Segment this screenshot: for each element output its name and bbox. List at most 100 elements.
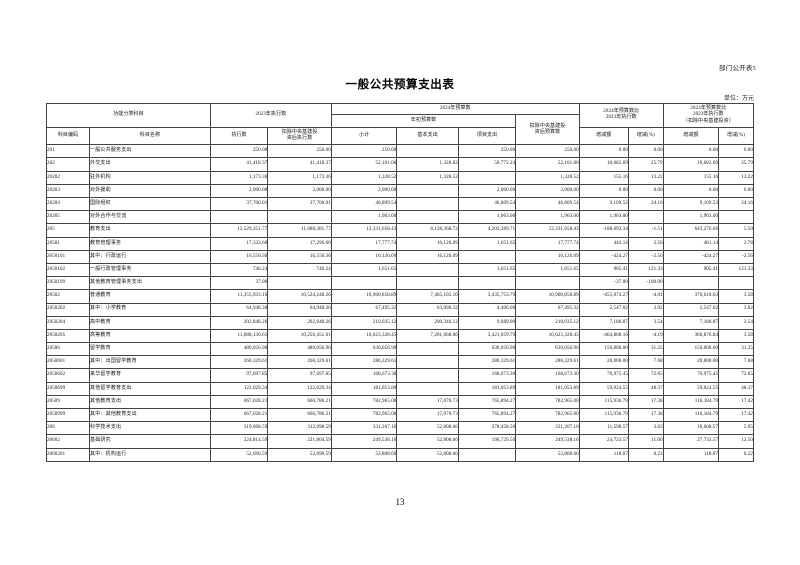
cell-project: 4,406.00 — [457, 302, 517, 317]
table-row: 20205 对外合作与交流 1,963.00 1,963.00 1,963.00 1,96… — [45, 210, 754, 225]
cell-budget-excl: 210,035.12 — [515, 315, 580, 330]
cell-exec-2023: 17,333.60 — [209, 236, 269, 251]
cell-delta-amount: 444.14 — [578, 236, 629, 251]
header-col-subtotal: 小计 — [330, 126, 398, 146]
cell-subtotal: 52,808.66 — [330, 447, 398, 462]
cell-subject-code: 20506 — [45, 342, 91, 357]
cell-delta-amount-excl: 70,975.45 — [662, 368, 720, 383]
cell-subject-name: 普通教育 — [89, 289, 211, 304]
cell-exec-2023: 122,029.34 — [209, 381, 269, 396]
cell-delta-pct: 11.00 — [627, 434, 664, 449]
cell-basic — [396, 276, 459, 291]
cell-subject-name: 留学教育 — [89, 342, 211, 357]
cell-delta-pct-excl: 13.22 — [718, 170, 754, 185]
cell-budget-excl: 2,000.00 — [515, 183, 580, 199]
cell-exec-2023: 250.00 — [209, 144, 269, 159]
cell-delta-pct-excl: 2.78 — [718, 236, 754, 251]
cell-subject-code: 20501 — [45, 236, 91, 251]
cell-exec-2023-excl: 666,780.21 — [267, 407, 332, 423]
table-row: 20602 基础研究 224,814.59 221,804.59 249,538.16 5… — [45, 434, 754, 449]
cell-delta-amount-excl: 905.41 — [662, 262, 720, 278]
table-body: 201 一般公共服务支出 250.00 250.00 250.00 250.00 250.0… — [45, 144, 754, 462]
cell-delta-amount-excl: 10,682.69 — [662, 157, 720, 172]
cell-exec-2023: 746.24 — [209, 262, 269, 278]
cell-subject-name: 一般公共服务支出 — [89, 144, 211, 159]
cell-subtotal: 168,673.30 — [330, 368, 398, 383]
cell-subtotal: 16,126.09 — [330, 249, 398, 264]
cell-project: 250.00 — [457, 144, 517, 159]
cell-delta-amount: 11,598.57 — [578, 421, 629, 436]
cell-exec-2023: 37,700.01 — [209, 196, 269, 212]
cell-exec-2023-excl: 666,780.21 — [267, 394, 332, 410]
cell-delta-amount: -37.00 — [578, 276, 629, 291]
cell-basic: 7,465,105.10 — [396, 289, 459, 304]
cell-basic: 16,126.09 — [396, 236, 459, 251]
cell-subtotal: 67,495.32 — [330, 302, 398, 317]
cell-delta-amount-excl: 643,276.66 — [662, 223, 720, 238]
cell-exec-2023: 97,697.85 — [209, 368, 269, 383]
cell-project: 630,056.90 — [457, 342, 517, 357]
table-row: 2050999 其中：其他教育支出 667,028.21 666,780.21 782,… — [45, 407, 754, 423]
cell-budget-excl: 782,965.00 — [515, 394, 580, 410]
header-col-project: 项目支出 — [457, 126, 517, 146]
cell-delta-amount: 70,975.45 — [578, 368, 629, 383]
cell-delta-pct-excl: 5.95 — [718, 421, 754, 436]
cell-delta-pct-excl: 31.25 — [718, 342, 754, 357]
cell-subtotal: 1,651.65 — [330, 262, 398, 278]
cell-delta-amount: 9,109.53 — [578, 196, 629, 212]
cell-exec-2023-excl: 260,329.61 — [267, 355, 332, 370]
cell-delta-amount: 115,936.79 — [578, 394, 629, 410]
cell-delta-pct-excl: 24.16 — [718, 196, 754, 212]
cell-project: 50,772.24 — [457, 157, 517, 172]
cell-budget-excl: 10,623,328.45 — [515, 328, 580, 344]
cell-exec-2023-excl: 312,698.59 — [267, 421, 332, 436]
cell-delta-amount: -424.27 — [578, 249, 629, 264]
cell-exec-2023-excl: 17,296.60 — [267, 236, 332, 251]
cell-subject-code: 2050204 — [45, 315, 91, 330]
cell-subject-code: 205 — [45, 223, 91, 238]
cell-budget-excl: 17,777.74 — [515, 236, 580, 251]
cell-delta-pct: -1.51 — [627, 223, 664, 238]
cell-basic: 1,328.82 — [396, 157, 459, 172]
cell-exec-2023: 41,418.37 — [209, 157, 269, 172]
cell-subtotal — [330, 276, 398, 291]
cell-delta-amount-excl: 155.16 — [662, 170, 720, 185]
cell-budget-excl — [515, 276, 580, 291]
cell-delta-amount: 118.07 — [578, 447, 629, 462]
cell-project — [457, 170, 517, 185]
cell-delta-pct: 24.16 — [627, 196, 664, 212]
cell-project: 2,000.00 — [457, 183, 517, 199]
cell-subject-name: 其他教育支出 — [89, 394, 211, 410]
cell-budget-excl: 249,538.16 — [515, 434, 580, 449]
cell-exec-2023-excl: 16,550.36 — [267, 249, 332, 264]
cell-delta-pct-excl: 25.79 — [718, 157, 754, 172]
cell-delta-amount-excl: 481.14 — [662, 236, 720, 251]
cell-basic — [396, 183, 459, 199]
cell-delta-pct-excl: -2.56 — [718, 249, 754, 264]
header-col-exec-2023: 执行数 — [209, 126, 269, 146]
cell-basic — [396, 381, 459, 396]
cell-subject-code: 206 — [45, 421, 91, 436]
cell-delta-amount-excl: 9,109.53 — [662, 196, 720, 212]
cell-delta-pct-excl: 17.42 — [718, 394, 754, 410]
cell-delta-amount: 155.16 — [578, 170, 629, 185]
cell-delta-amount-excl: 2,547.02 — [662, 302, 720, 317]
header-col-exec-2023-excl: 扣除中央基建投 资后执行数 — [267, 126, 332, 146]
cell-delta-pct-excl: 0.00 — [718, 183, 754, 199]
cell-delta-amount: -464,808.16 — [578, 328, 629, 344]
cell-project: 1,651.65 — [457, 262, 517, 278]
header-row-columns: 科目编码 科目名称 执行数 扣除中央基建投 资后执行数 小计 基本支出 项目支出… — [45, 126, 754, 146]
cell-basic: 17,070.73 — [396, 407, 459, 423]
cell-delta-pct: 48.37 — [627, 381, 664, 396]
header-col-code: 科目编码 — [45, 126, 91, 146]
table-row: 202 外交支出 41,418.37 41,418.37 52,101.06 1,328.… — [45, 157, 754, 172]
cell-project: 278,458.50 — [457, 421, 517, 436]
table-row: 2050699 其他留学教育支出 122,029.34 122,029.34 181,0… — [45, 381, 754, 396]
cell-budget-excl: 250.00 — [515, 144, 580, 159]
cell-project: 196,729.50 — [457, 434, 517, 449]
cell-delta-pct: 17.38 — [627, 407, 664, 423]
cell-budget-excl: 280,329.61 — [515, 355, 580, 370]
cell-exec-2023-excl: 10,524,248.26 — [267, 289, 332, 304]
page-title: 一般公共预算支出表 — [345, 79, 455, 91]
cell-subject-code: 20509 — [45, 394, 91, 410]
